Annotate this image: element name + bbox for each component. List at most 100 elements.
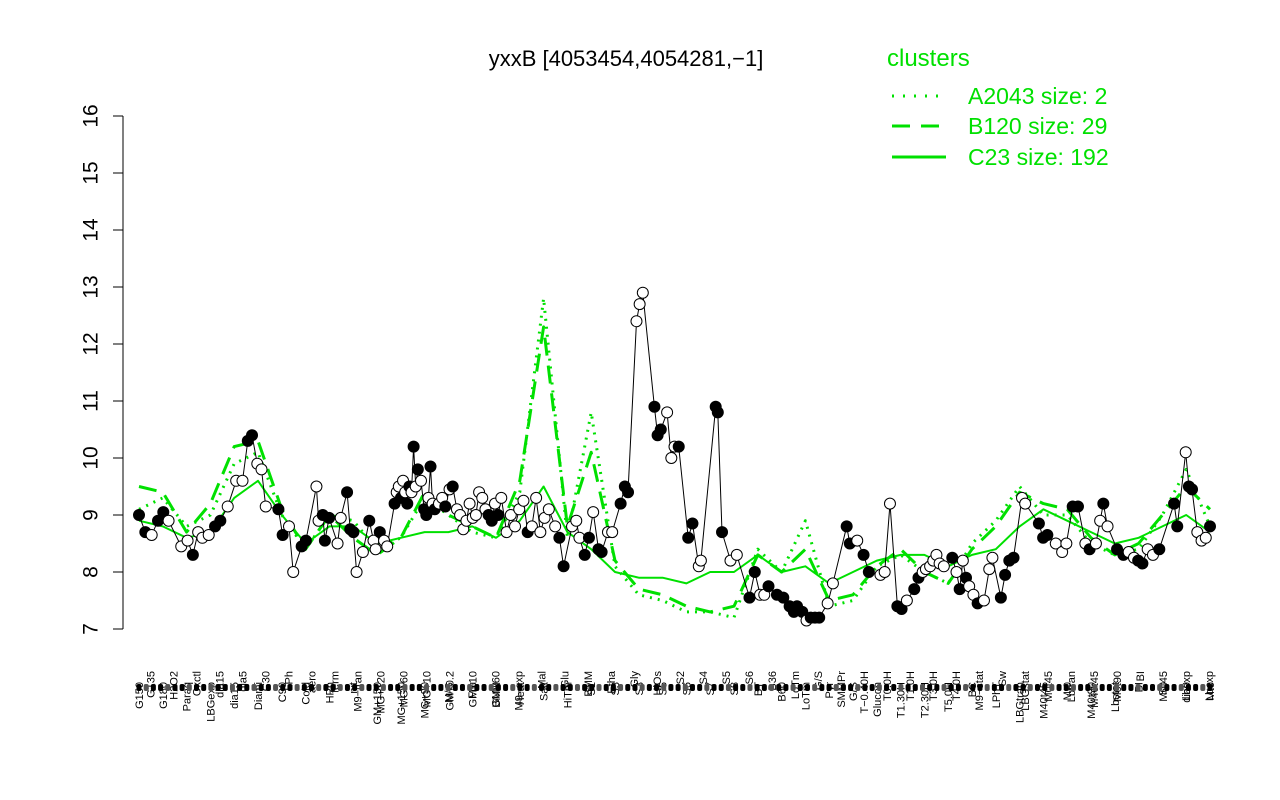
data-point [500, 526, 513, 539]
x-tick-label: S6 [744, 671, 756, 684]
rug-mark [812, 684, 818, 691]
data-point [530, 491, 543, 504]
data-point [654, 423, 667, 436]
rug-mark [826, 684, 832, 691]
data-point [236, 474, 249, 487]
data-point [534, 526, 547, 539]
rug-mark [503, 684, 509, 691]
rug-mark [1006, 684, 1012, 691]
rug-mark [876, 684, 882, 691]
rug-mark [574, 684, 580, 691]
x-tick-label: M40t90 [1086, 682, 1098, 719]
rug-mark [366, 684, 372, 691]
data-point [1007, 551, 1020, 564]
data-point [694, 554, 707, 567]
data-point [878, 566, 891, 578]
y-tick-label: 7 [79, 623, 102, 635]
data-point [287, 566, 300, 578]
y-tick-label: 13 [79, 275, 102, 298]
x-tick-label: M40t45 [1038, 682, 1050, 719]
rug-mark [704, 684, 710, 691]
rug-mark [654, 684, 660, 691]
data-point [1032, 517, 1045, 530]
y-tick-label: 12 [79, 332, 102, 355]
rug-mark [963, 684, 969, 691]
x-tick-label: LPh [284, 671, 296, 691]
rug-mark [610, 684, 616, 691]
x-tick-label: BMM [583, 671, 595, 697]
data-point [672, 440, 685, 453]
data-points [133, 286, 1216, 627]
data-point [145, 528, 158, 541]
data-point [1019, 497, 1032, 510]
data-point [504, 509, 517, 521]
rug-mark [560, 684, 566, 691]
series-line-dashed [138, 325, 1212, 614]
data-point [813, 611, 826, 624]
data-point [883, 497, 896, 510]
rug-mark [927, 684, 933, 691]
data-point [369, 543, 382, 556]
data-point [221, 500, 234, 513]
data-point [202, 528, 215, 541]
data-point [1089, 537, 1102, 550]
rug-mark [438, 684, 444, 691]
rug-mark [287, 684, 293, 691]
data-point [633, 298, 646, 311]
rug-mark [1128, 684, 1134, 691]
rug-mark [618, 684, 624, 691]
y-tick-label: 15 [79, 161, 102, 184]
x-tick-label: MG+90 [420, 682, 432, 718]
rug-mark [531, 684, 537, 691]
y-tick-label: 14 [79, 218, 102, 242]
data-point [310, 480, 323, 493]
data-point [716, 526, 729, 539]
rug-mark [912, 684, 918, 691]
rug-mark [488, 684, 494, 691]
rug-mark [294, 684, 300, 691]
rug-mark [891, 684, 897, 691]
rug-mark [1020, 684, 1026, 691]
data-point [862, 566, 875, 578]
data-point [1101, 520, 1114, 533]
rug-mark [999, 684, 1005, 691]
rug-mark [905, 684, 911, 691]
series-lines [138, 296, 1212, 620]
data-point [648, 400, 661, 413]
rug-mark [625, 684, 631, 691]
data-point [517, 494, 530, 507]
rug-mark [194, 684, 200, 691]
data-point [1136, 557, 1149, 570]
data-point [986, 551, 999, 564]
data-point [162, 514, 175, 527]
data-point [157, 506, 170, 519]
data-point [259, 500, 272, 513]
x-tick-label: S5 [721, 671, 733, 684]
rug-mark [955, 684, 961, 691]
x-tick-label: BI [1135, 671, 1147, 681]
rug-mark [1121, 684, 1127, 691]
rug-mark [747, 684, 753, 691]
data-point [570, 514, 583, 527]
y-tick-label: 16 [79, 104, 102, 127]
rug-mark [380, 684, 386, 691]
data-point [821, 597, 834, 610]
rug-mark [689, 684, 695, 691]
rug-mark [424, 684, 430, 691]
rug-mark [402, 684, 408, 691]
data-point [1186, 483, 1199, 496]
data-point [895, 603, 908, 616]
rug-mark [1085, 684, 1091, 691]
rug-mark [179, 684, 185, 691]
x-tick-label: MG+120 [376, 671, 388, 714]
rug-mark [668, 684, 674, 691]
data-point [255, 463, 268, 476]
rug-mark [445, 684, 451, 691]
rug-mark [1056, 684, 1062, 691]
rug-mark [754, 684, 760, 691]
rug-mark [280, 684, 286, 691]
rug-mark [1185, 684, 1191, 691]
data-point [492, 509, 505, 521]
data-point [1041, 528, 1054, 541]
rug-mark [804, 684, 810, 691]
